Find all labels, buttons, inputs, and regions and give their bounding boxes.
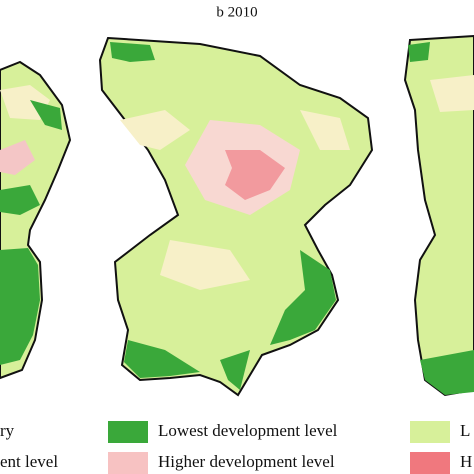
legend-swatch xyxy=(410,452,450,474)
left-map xyxy=(0,60,72,380)
legend-swatch xyxy=(108,421,148,443)
legend-label: ent level xyxy=(0,452,58,471)
center-map xyxy=(98,36,374,397)
right-map xyxy=(403,34,474,397)
legend-label: Lowest development level xyxy=(158,421,338,440)
legend-label: H xyxy=(460,452,472,471)
panel-title: b 2010 xyxy=(216,4,257,20)
legend-swatch xyxy=(108,452,148,474)
legend-swatch xyxy=(410,421,450,443)
legend-label: ry xyxy=(0,421,15,440)
legend-label: L xyxy=(460,421,470,440)
legend-label: Higher development level xyxy=(158,452,335,471)
